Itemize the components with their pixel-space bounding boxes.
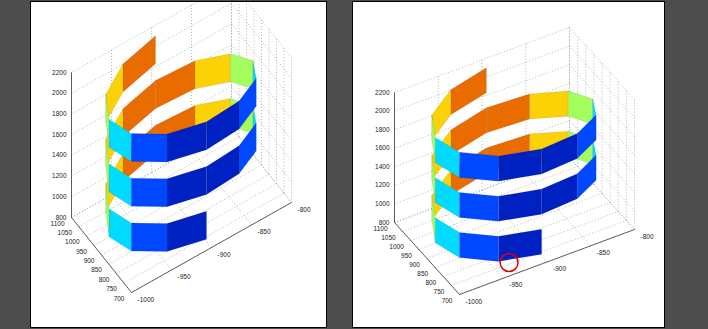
svg-text:-950: -950 — [178, 273, 191, 280]
svg-text:1050: 1050 — [58, 229, 73, 236]
svg-text:750: 750 — [434, 288, 445, 295]
svg-text:2000: 2000 — [52, 89, 67, 96]
svg-text:1400: 1400 — [52, 151, 67, 158]
svg-text:850: 850 — [417, 270, 428, 277]
svg-text:750: 750 — [106, 285, 117, 292]
svg-text:1000: 1000 — [375, 200, 390, 207]
svg-text:800: 800 — [56, 214, 67, 221]
svg-text:-800: -800 — [298, 206, 311, 213]
svg-text:1600: 1600 — [52, 131, 67, 138]
svg-text:1800: 1800 — [52, 110, 67, 117]
svg-text:800: 800 — [99, 276, 110, 283]
svg-text:1100: 1100 — [374, 225, 388, 232]
svg-text:1800: 1800 — [375, 126, 390, 133]
svg-text:-1000: -1000 — [466, 298, 483, 305]
svg-text:-900: -900 — [218, 251, 231, 258]
svg-text:950: 950 — [401, 252, 412, 259]
svg-text:2200: 2200 — [52, 69, 67, 76]
svg-text:800: 800 — [425, 279, 436, 286]
svg-text:950: 950 — [76, 248, 87, 255]
svg-text:-850: -850 — [597, 249, 610, 256]
svg-text:1600: 1600 — [375, 144, 390, 151]
svg-text:1200: 1200 — [375, 181, 390, 188]
svg-text:-900: -900 — [553, 265, 566, 272]
svg-text:1200: 1200 — [52, 172, 67, 179]
svg-text:2000: 2000 — [375, 107, 390, 114]
svg-text:1000: 1000 — [389, 243, 404, 250]
svg-text:1100: 1100 — [51, 220, 65, 227]
svg-text:-800: -800 — [641, 233, 654, 240]
svg-text:700: 700 — [442, 297, 453, 304]
svg-text:1400: 1400 — [375, 163, 390, 170]
svg-text:-850: -850 — [258, 228, 271, 235]
svg-text:2200: 2200 — [375, 89, 390, 96]
svg-text:800: 800 — [379, 219, 390, 226]
svg-text:900: 900 — [84, 257, 95, 264]
svg-text:850: 850 — [91, 266, 102, 273]
svg-text:-950: -950 — [509, 281, 522, 288]
svg-text:1050: 1050 — [381, 234, 396, 241]
svg-text:900: 900 — [409, 261, 420, 268]
svg-text:1000: 1000 — [52, 193, 67, 200]
svg-text:1000: 1000 — [65, 238, 80, 245]
svg-text:700: 700 — [114, 295, 125, 302]
svg-text:-1000: -1000 — [138, 296, 155, 303]
